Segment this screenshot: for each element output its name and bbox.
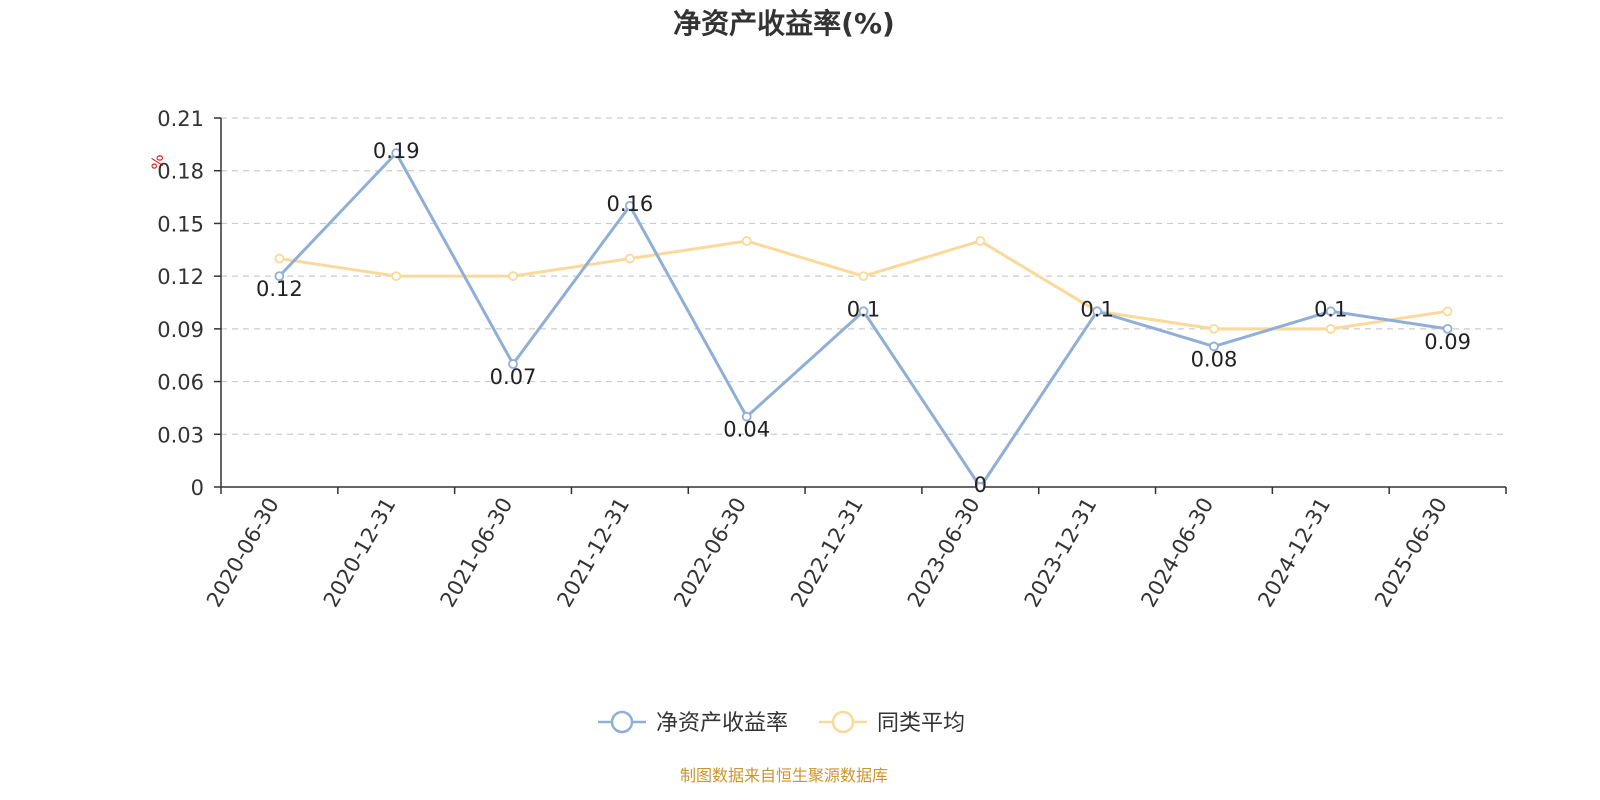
data-point-0 (975, 482, 986, 492)
y-tick-label: 0 (191, 476, 204, 500)
y-tick-label: 0.03 (157, 423, 204, 447)
x-tick-label: 2020-06-30 (202, 494, 284, 612)
x-tick-label: 2021-12-31 (552, 494, 634, 612)
data-point-1 (391, 271, 402, 282)
data-point-0 (508, 359, 518, 369)
x-tick-label: 2024-12-31 (1253, 494, 1335, 612)
data-point-0 (858, 306, 869, 317)
data-point-1 (624, 253, 635, 264)
data-label: 0.19 (373, 139, 420, 163)
x-tick-label: 2025-06-30 (1370, 494, 1452, 612)
series-lines (274, 148, 1453, 492)
y-tick-label: 0.09 (157, 318, 204, 342)
data-label: 0.09 (1424, 330, 1471, 354)
legend-marker-1 (831, 710, 855, 734)
data-point-1 (508, 271, 518, 282)
x-tick-label: 2023-12-31 (1020, 494, 1102, 612)
data-label: 0.07 (490, 365, 537, 389)
data-label: 0.1 (847, 297, 880, 321)
data-point-0 (741, 411, 752, 422)
data-point-1 (1325, 323, 1336, 334)
data-point-0 (1325, 306, 1336, 317)
x-tick-label: 2024-06-30 (1136, 494, 1218, 612)
x-tick-label: 2022-12-31 (786, 494, 868, 612)
data-point-0 (624, 200, 635, 211)
source-note: 制图数据来自恒生聚源数据库 (680, 766, 888, 785)
data-label: 0.08 (1191, 347, 1238, 371)
y-tick-label: 0.12 (157, 265, 204, 289)
data-point-1 (1209, 323, 1219, 334)
data-point-1 (741, 236, 752, 246)
x-tick-label: 2020-12-31 (319, 494, 401, 612)
legend-label-0: 净资产收益率 (656, 711, 788, 736)
data-point-1 (274, 253, 285, 264)
y-tick-label: 0.18 (157, 160, 204, 184)
data-point-1 (975, 236, 986, 246)
y-tick-label: 0.15 (157, 212, 204, 236)
y-axis-unit: % (148, 154, 167, 169)
data-point-0 (1209, 341, 1219, 352)
x-tick-label: 2023-06-30 (903, 493, 985, 611)
axes (220, 118, 1506, 488)
y-tick-label: 0.21 (157, 107, 204, 131)
legend-marker-0 (610, 710, 634, 734)
x-tick-label: 2021-06-30 (436, 494, 518, 612)
chart-title: 净资产收益率(%) (673, 7, 895, 40)
data-label: 0.1 (1080, 297, 1113, 321)
legend-label-1: 同类平均 (877, 711, 965, 736)
data-point-1 (858, 271, 869, 282)
x-tick-label: 2022-06-30 (669, 494, 751, 612)
data-label: 0.04 (723, 418, 770, 442)
data-point-0 (1442, 323, 1453, 334)
data-label: 0.12 (256, 277, 303, 301)
data-point-0 (1092, 306, 1103, 317)
data-label: 0.16 (606, 192, 653, 216)
y-axis-ticks: 0 0.03 0.06 0.09 0.12 0.15 0.18 0.21 (157, 107, 221, 500)
data-point-1 (1442, 306, 1453, 317)
data-labels: 0.12 0.19 0.07 0.16 0.04 0.1 0 0.1 0.08 0.1 0.09 (256, 139, 1471, 497)
x-axis-ticks: 2020-06-30 2020-12-31 2021-06-30 2021-12-31… (202, 487, 1507, 612)
legend[interactable]: 净资产收益率 同类平均 (598, 710, 965, 736)
y-tick-label: 0.06 (157, 371, 204, 395)
data-point-0 (391, 148, 402, 159)
data-label: 0.1 (1314, 297, 1347, 321)
data-label: 0 (974, 473, 987, 497)
data-point-0 (274, 271, 285, 282)
